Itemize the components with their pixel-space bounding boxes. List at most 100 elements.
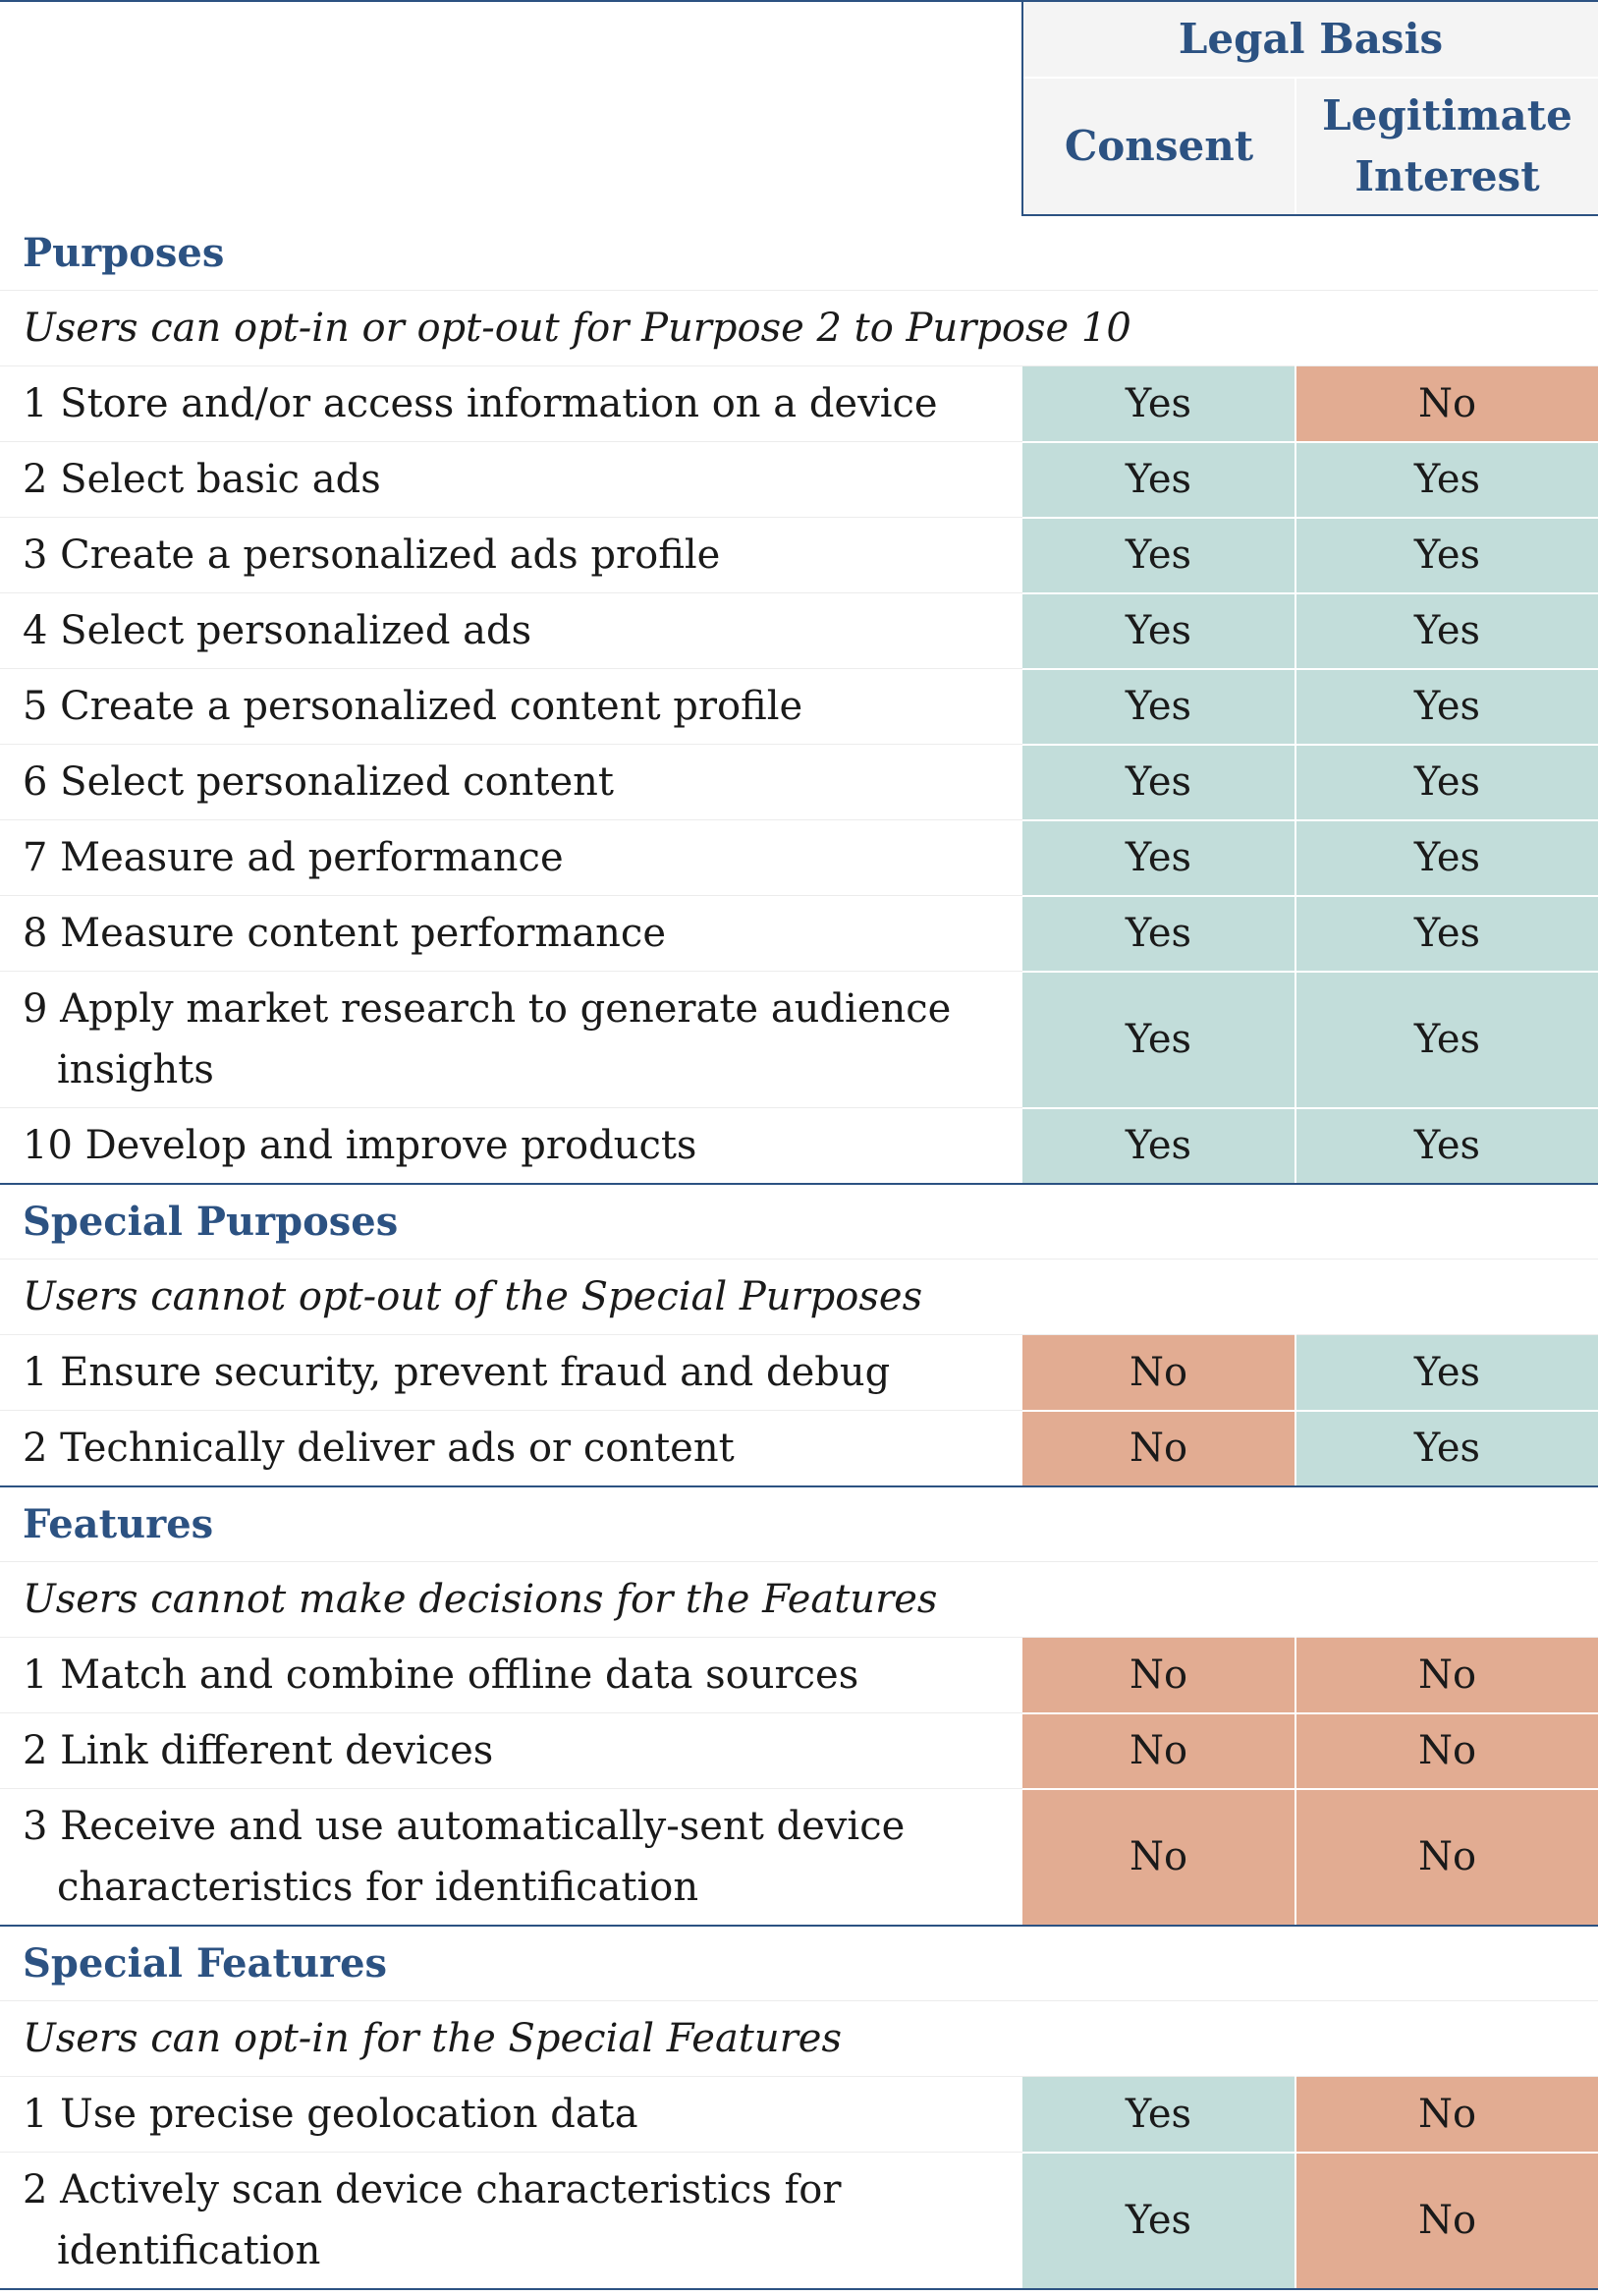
row-label-continued: insights — [57, 1047, 214, 1092]
row-label: 2 Link different devices — [23, 1728, 494, 1773]
section-note-row: Users cannot make decisions for the Feat… — [0, 1561, 1598, 1638]
row-label-cell: 8 Measure content performance — [0, 895, 1022, 972]
row-label-cell: 1 Ensure security, prevent fraud and deb… — [0, 1334, 1022, 1411]
header-legitimate-interest: Legitimate Interest — [1295, 78, 1598, 216]
section-note-row: Users can opt-in for the Special Feature… — [0, 2000, 1598, 2077]
section-title-row: Purposes — [0, 215, 1598, 291]
consent-value: No — [1022, 1334, 1296, 1412]
section-title: Special Features — [0, 1926, 1598, 2001]
row-label: 7 Measure ad performance — [23, 835, 564, 880]
row-label: 9 Apply market research to generate audi… — [23, 986, 952, 1032]
legitimate-interest-value: No — [1295, 1712, 1598, 1790]
header-legal-basis: Legal Basis — [1022, 0, 1598, 79]
legitimate-interest-value: No — [1295, 1637, 1598, 1714]
section-note: Users can opt-in for the Special Feature… — [0, 2000, 1598, 2077]
table-row: 8 Measure content performance Yes Yes — [0, 895, 1598, 973]
section-title-row: Features — [0, 1486, 1598, 1562]
consent-value: Yes — [1022, 1107, 1296, 1185]
row-label-cell: 2 Actively scan device characteristics f… — [0, 2152, 1022, 2290]
consent-value: No — [1022, 1788, 1296, 1927]
section-note: Users can opt-in or opt-out for Purpose … — [0, 290, 1598, 366]
legitimate-interest-value: Yes — [1295, 1107, 1598, 1185]
section-title: Purposes — [0, 215, 1598, 291]
consent-value: Yes — [1022, 441, 1296, 519]
row-label: 3 Receive and use automatically-sent dev… — [23, 1804, 906, 1849]
table-row: 9 Apply market research to generate audi… — [0, 971, 1598, 1109]
legitimate-interest-value: Yes — [1295, 517, 1598, 594]
row-label: 1 Match and combine offline data sources — [23, 1652, 859, 1698]
legitimate-interest-value: Yes — [1295, 1334, 1598, 1412]
consent-value: Yes — [1022, 895, 1296, 973]
row-label-cell: 5 Create a personalized content profile — [0, 668, 1022, 745]
consent-value: Yes — [1022, 517, 1296, 594]
table-body: Purposes Users can opt-in or opt-out for … — [0, 215, 1598, 2290]
row-label-cell: 9 Apply market research to generate audi… — [0, 971, 1022, 1108]
table-row: 1 Store and/or access information on a d… — [0, 365, 1598, 443]
consent-value: Yes — [1022, 668, 1296, 746]
row-label-cell: 6 Select personalized content — [0, 744, 1022, 820]
table-row: 7 Measure ad performance Yes Yes — [0, 819, 1598, 897]
table-row: 1 Use precise geolocation data Yes No — [0, 2076, 1598, 2154]
section-note-row: Users cannot opt-out of the Special Purp… — [0, 1259, 1598, 1335]
legitimate-interest-value: Yes — [1295, 895, 1598, 973]
row-label-cell: 1 Use precise geolocation data — [0, 2076, 1022, 2153]
section-note: Users cannot make decisions for the Feat… — [0, 1561, 1598, 1638]
legitimate-interest-value: No — [1295, 1788, 1598, 1927]
header-blank-cell — [0, 0, 1023, 215]
row-label-continued: identification — [57, 2228, 321, 2273]
header-consent: Consent — [1022, 78, 1296, 216]
row-label-cell: 4 Select personalized ads — [0, 592, 1022, 669]
row-label: 1 Store and/or access information on a d… — [23, 381, 938, 426]
legitimate-interest-value: No — [1295, 2076, 1598, 2154]
consent-value: No — [1022, 1637, 1296, 1714]
table-row: 3 Create a personalized ads profile Yes Ye… — [0, 517, 1598, 594]
table-row: 2 Select basic ads Yes Yes — [0, 441, 1598, 519]
table-row: 1 Ensure security, prevent fraud and deb… — [0, 1334, 1598, 1412]
row-label-cell: 3 Create a personalized ads profile — [0, 517, 1022, 593]
row-label: 2 Select basic ads — [23, 457, 381, 502]
legitimate-interest-value: Yes — [1295, 668, 1598, 746]
row-label-cell: 1 Match and combine offline data sources — [0, 1637, 1022, 1713]
row-label: 8 Measure content performance — [23, 911, 666, 956]
row-label-cell: 10 Develop and improve products — [0, 1107, 1022, 1185]
consent-value: Yes — [1022, 592, 1296, 670]
row-label: 1 Use precise geolocation data — [23, 2092, 638, 2137]
table-row: 2 Technically deliver ads or content No Ye… — [0, 1410, 1598, 1487]
row-label-cell: 3 Receive and use automatically-sent dev… — [0, 1788, 1022, 1927]
row-label: 1 Ensure security, prevent fraud and deb… — [23, 1350, 891, 1395]
table-row: 2 Link different devices No No — [0, 1712, 1598, 1790]
consent-value: Yes — [1022, 971, 1296, 1109]
consent-value: Yes — [1022, 2152, 1296, 2290]
section-note: Users cannot opt-out of the Special Purp… — [0, 1259, 1598, 1335]
section-title: Features — [0, 1486, 1598, 1562]
consent-value: Yes — [1022, 365, 1296, 443]
consent-value: No — [1022, 1410, 1296, 1487]
row-label-continued: characteristics for identification — [57, 1865, 699, 1910]
row-label: 4 Select personalized ads — [23, 608, 532, 653]
table-row: 5 Create a personalized content profile Y… — [0, 668, 1598, 746]
table-header: Legal Basis Consent Legitimate Interest — [0, 0, 1598, 216]
row-label: 2 Actively scan device characteristics f… — [23, 2167, 842, 2212]
section-title: Special Purposes — [0, 1184, 1598, 1260]
legitimate-interest-value: Yes — [1295, 819, 1598, 897]
table-row: 4 Select personalized ads Yes Yes — [0, 592, 1598, 670]
section-title-row: Special Features — [0, 1926, 1598, 2001]
table-row: 1 Match and combine offline data sources… — [0, 1637, 1598, 1714]
row-label-cell: 7 Measure ad performance — [0, 819, 1022, 896]
table-row: 6 Select personalized content Yes Yes — [0, 744, 1598, 821]
consent-value: Yes — [1022, 744, 1296, 821]
section-note-row: Users can opt-in or opt-out for Purpose … — [0, 290, 1598, 366]
consent-value: No — [1022, 1712, 1296, 1790]
row-label: 10 Develop and improve products — [23, 1123, 697, 1168]
row-label-cell: 2 Technically deliver ads or content — [0, 1410, 1022, 1487]
row-label-cell: 1 Store and/or access information on a d… — [0, 365, 1022, 442]
legitimate-interest-value: Yes — [1295, 441, 1598, 519]
table-row: 10 Develop and improve products Yes Yes — [0, 1107, 1598, 1185]
row-label-cell: 2 Select basic ads — [0, 441, 1022, 518]
table-row: 2 Actively scan device characteristics f… — [0, 2152, 1598, 2290]
legitimate-interest-value: Yes — [1295, 592, 1598, 670]
legitimate-interest-value: Yes — [1295, 971, 1598, 1109]
legitimate-interest-value: Yes — [1295, 1410, 1598, 1487]
legitimate-interest-value: No — [1295, 2152, 1598, 2290]
